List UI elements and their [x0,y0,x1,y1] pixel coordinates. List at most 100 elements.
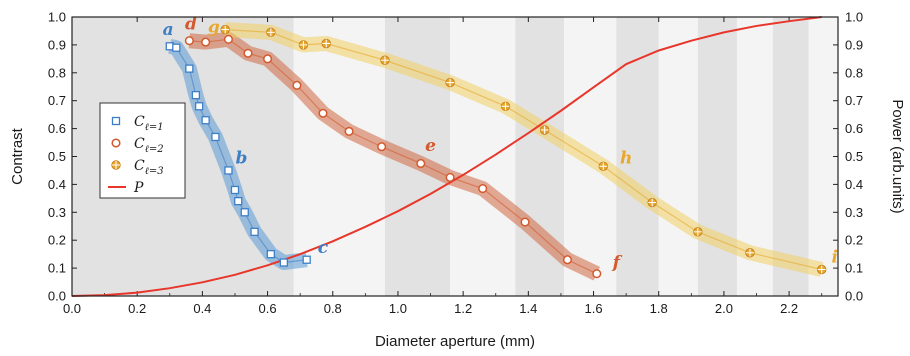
y2-tick-label: 0.6 [845,121,863,136]
x-tick-label: 1.4 [519,301,537,316]
series-2-point [416,158,426,169]
series-3-point [266,27,276,38]
point-label-i: i [832,248,838,268]
y2-tick-label: 0.8 [845,65,863,80]
y-tick-label: 0.0 [48,289,66,304]
power-curve-layer [71,16,822,297]
y-axis-title: Contrast [9,127,26,185]
background-band-3 [450,17,516,296]
legend-marker-1 [111,116,121,126]
series-2-point [377,142,387,152]
x-tick-label: 0.6 [259,301,277,316]
point-label-e: e [425,136,436,156]
y-tick-label: 0.1 [48,261,66,276]
series-1-point [224,166,233,175]
axis-tick-labels: 0.0 0.2 0.4 0.6 0.8 1.0 1.2 1.4 1.6 1.8 2.0 2.20.00… [48,10,863,317]
series-3-point [539,125,550,135]
series-2-point [201,37,211,47]
y2-tick-label: 0.3 [845,205,863,220]
series-1-point [211,132,220,142]
series-1-point [185,64,194,73]
series-1-point [279,258,289,267]
x-tick-label: 2.0 [715,301,733,316]
series-2-point [318,108,328,118]
plot-frame [71,16,839,297]
y-tick-label: 0.6 [48,121,66,136]
series-3-point [298,40,309,50]
series-3-point [745,248,755,258]
x-tick-label: 1.6 [584,301,602,316]
series-3-point [598,161,609,171]
y-tick-label: 0.7 [48,93,66,108]
series-2-point [223,34,234,44]
x-tick-label: 1.8 [650,301,668,316]
legend-marker-2 [111,138,121,148]
y2-tick-label: 0.1 [845,261,863,276]
y2-tick-label: 0.2 [845,233,863,248]
series-3-point [220,24,230,35]
x-tick-label: 0.4 [193,301,211,316]
series-1-point [201,116,210,125]
point-label-a: a [163,20,174,40]
y-tick-label: 0.5 [48,149,66,164]
y-tick-label: 0.4 [48,177,66,192]
series-2-point [445,172,455,182]
y2-tick-label: 0.4 [845,177,863,192]
y2-tick-label: 1.0 [845,10,863,25]
series-2-point [263,54,273,64]
legend-label-1: Cℓ=1 [134,114,164,133]
background-band-10 [772,17,809,296]
point-label-b: b [236,148,248,168]
series-1-point [191,90,201,100]
point-label-f: f [612,253,623,273]
series-2-point [184,36,194,46]
series-3-point [647,197,657,208]
x-tick-label: 0.8 [324,301,342,316]
legend: Cℓ=1Cℓ=2Cℓ=3P [99,102,186,199]
x-tick-label: 0.2 [128,301,146,316]
y-tick-label: 0.8 [48,65,66,80]
series-1-point [172,43,181,52]
background-band-8 [697,17,737,296]
series-3-point [817,264,827,275]
series-2-point [292,80,302,90]
series-1-point [266,249,275,259]
y-tick-label: 0.3 [48,205,66,220]
legend-label-3: Cℓ=3 [134,158,164,177]
y2-axis-title: Power (arb.units) [889,99,906,213]
y2-tick-label: 0.9 [845,37,863,52]
series-1-point [240,208,249,217]
point-label-g: g [208,17,220,37]
y-tick-label: 0.2 [48,233,66,248]
point-label-c: c [318,238,329,258]
legend-label-sub: ℓ=1 [145,122,164,133]
series-1-point [230,185,240,195]
series-1-point [194,102,204,111]
point-label-d: d [185,15,197,35]
x-tick-label: 1.0 [389,301,407,316]
point-annotations: a b c d e f g h i [163,15,838,274]
series-1-point [302,255,311,264]
series-3-point [445,77,455,88]
series-2-point [344,126,354,136]
x-tick-label: 0.0 [63,301,81,316]
y2-tick-label: 0.7 [845,93,863,108]
series-3-point [321,38,331,49]
series-2-point [592,269,602,279]
x-tick-label: 1.2 [454,301,472,316]
data-markers [165,24,827,279]
legend-label-main: C [134,158,145,174]
legend-label-sub: ℓ=3 [145,166,164,177]
series-2-point [243,48,253,58]
y2-tick-label: 0.5 [845,149,863,164]
series-1-point [234,196,243,206]
y2-tick-label: 0.0 [845,289,863,304]
power-curve [71,16,822,297]
series-1-point [250,227,259,236]
legend-label-sub: ℓ=2 [145,144,164,155]
series-2-point [520,217,530,227]
legend-label-2: Cℓ=2 [134,136,164,155]
legend-label-main: C [134,136,145,152]
